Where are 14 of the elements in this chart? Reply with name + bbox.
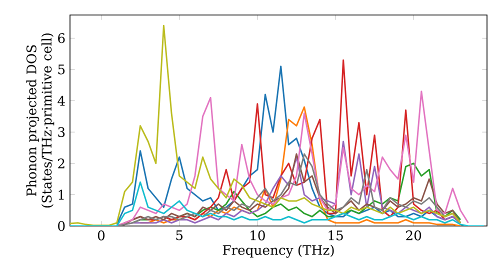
y-tick-label: 4 — [58, 96, 65, 106]
y-tick-label: 5 — [58, 64, 65, 74]
x-tick-label: 0 — [98, 230, 105, 240]
x-tick-label: 20 — [406, 230, 422, 240]
x-tick-label: 10 — [250, 230, 265, 240]
y-tick-label: 1 — [58, 190, 64, 200]
x-tick-label: 5 — [176, 230, 183, 240]
y-tick-label: 2 — [58, 158, 64, 168]
y-tick-label: 0 — [58, 221, 65, 231]
y-tick-label: 3 — [58, 127, 65, 138]
y-tick-label: 6 — [58, 33, 65, 44]
x-tick-label: 15 — [328, 230, 343, 240]
x-axis-title: Frequency (THz) — [222, 244, 334, 258]
y-axis-title: Phonon projected DOS (States/THz·primitive cell) — [26, 33, 54, 208]
